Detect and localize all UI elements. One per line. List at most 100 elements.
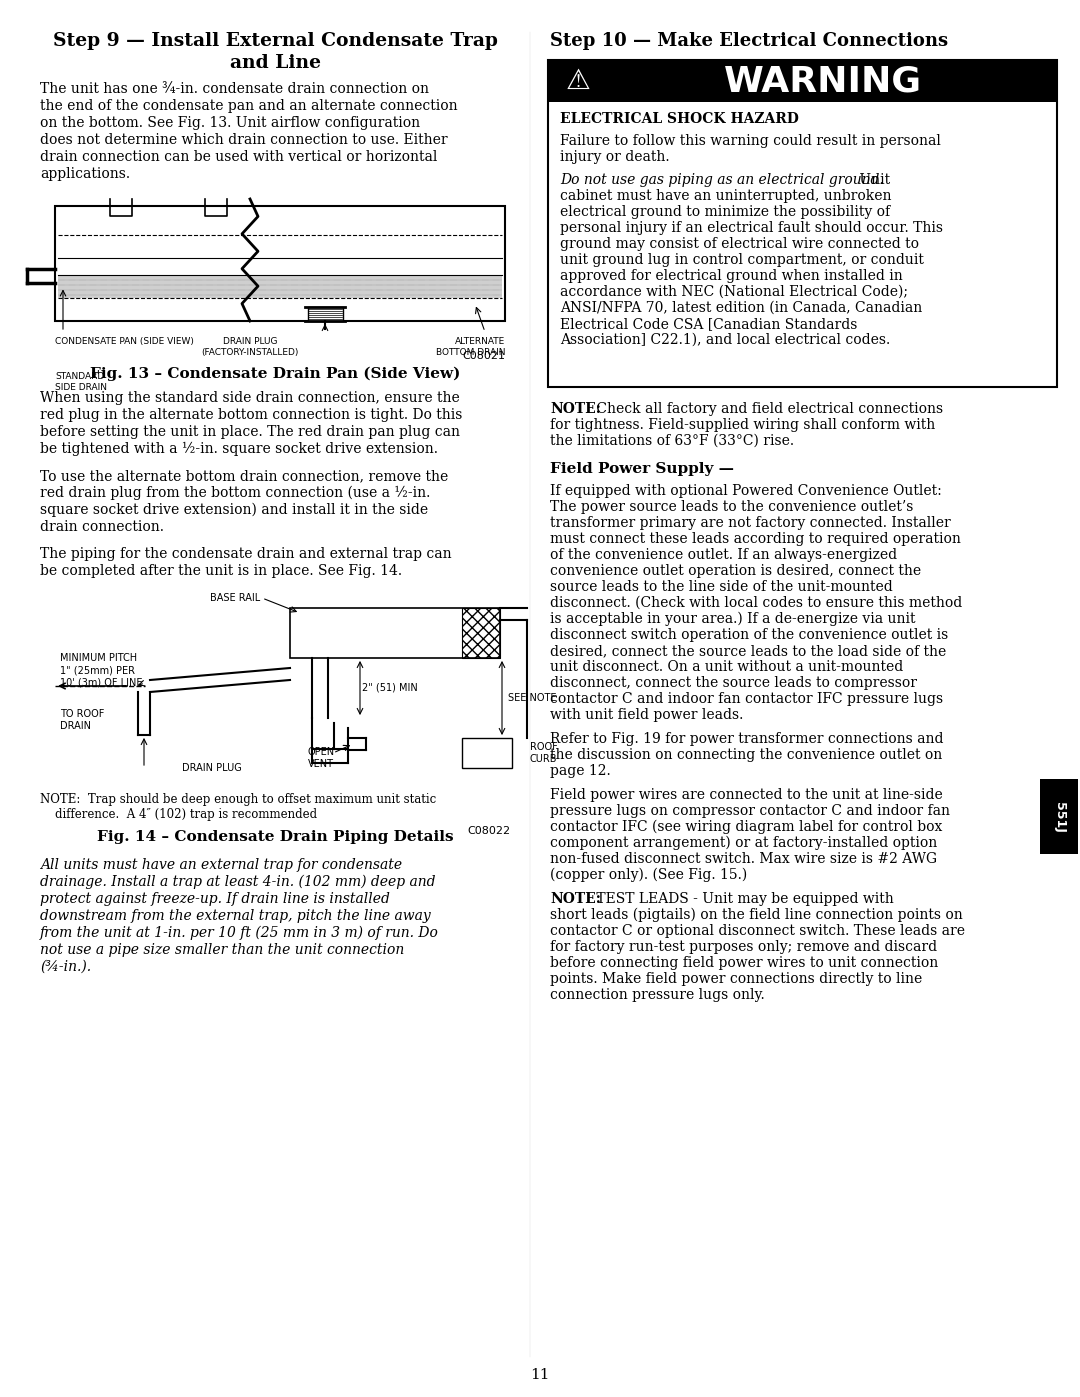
Text: pressure lugs on compressor contactor C and indoor fan: pressure lugs on compressor contactor C … [550, 805, 950, 819]
Bar [1040, 780, 1078, 854]
Text: the end of the condensate pan and an alternate connection: the end of the condensate pan and an alt… [40, 99, 458, 113]
Text: downstream from the external trap, pitch the line away: downstream from the external trap, pitch… [40, 909, 431, 923]
Text: disconnect, connect the source leads to compressor: disconnect, connect the source leads to … [550, 676, 917, 690]
Text: Unit: Unit [855, 173, 890, 187]
Text: To use the alternate bottom drain connection, remove the: To use the alternate bottom drain connec… [40, 469, 448, 483]
Bar [58, 275, 502, 298]
Text: OPEN
VENT: OPEN VENT [308, 747, 335, 770]
Text: be tightened with a ½-in. square socket drive extension.: be tightened with a ½-in. square socket … [40, 441, 438, 457]
Text: protect against freeze-up. If drain line is installed: protect against freeze-up. If drain line… [40, 893, 390, 907]
Text: TEST LEADS - Unit may be equipped with: TEST LEADS - Unit may be equipped with [592, 893, 894, 907]
Text: injury or death.: injury or death. [561, 151, 670, 165]
Text: on the bottom. See Fig. 13. Unit airflow configuration: on the bottom. See Fig. 13. Unit airflow… [40, 116, 420, 130]
Text: difference.  A 4″ (102) trap is recommended: difference. A 4″ (102) trap is recommend… [55, 807, 318, 821]
Bar [308, 307, 343, 321]
Text: C08022: C08022 [467, 826, 510, 835]
Text: (copper only). (See Fig. 15.): (copper only). (See Fig. 15.) [550, 868, 747, 883]
Text: 2" (51) MIN: 2" (51) MIN [362, 683, 418, 693]
Text: 11: 11 [530, 1368, 550, 1382]
Text: contactor C and indoor fan contactor IFC pressure lugs: contactor C and indoor fan contactor IFC… [550, 692, 943, 705]
Bar [548, 60, 1057, 102]
Text: page 12.: page 12. [550, 764, 611, 778]
Text: Fig. 14 – Condensate Drain Piping Details: Fig. 14 – Condensate Drain Piping Detail… [97, 830, 454, 844]
Text: (¾-in.).: (¾-in.). [40, 960, 91, 974]
Text: All units must have an external trap for condensate: All units must have an external trap for… [40, 858, 402, 872]
Text: source leads to the line side of the unit-mounted: source leads to the line side of the uni… [550, 580, 893, 594]
Text: electrical ground to minimize the possibility of: electrical ground to minimize the possib… [561, 205, 890, 219]
Text: must connect these leads according to required operation: must connect these leads according to re… [550, 532, 961, 546]
Text: the limitations of 63°F (33°C) rise.: the limitations of 63°F (33°C) rise. [550, 434, 794, 448]
Text: personal injury if an electrical fault should occur. This: personal injury if an electrical fault s… [561, 221, 943, 235]
Text: Electrical Code CSA [Canadian Standards: Electrical Code CSA [Canadian Standards [561, 317, 858, 331]
Text: Do not use gas piping as an electrical ground.: Do not use gas piping as an electrical g… [561, 173, 883, 187]
Text: contactor C or optional disconnect switch. These leads are: contactor C or optional disconnect switc… [550, 923, 966, 937]
Text: non-fused disconnect switch. Max wire size is #2 AWG: non-fused disconnect switch. Max wire si… [550, 852, 937, 866]
Text: BASE RAIL: BASE RAIL [210, 592, 260, 604]
Text: with unit field power leads.: with unit field power leads. [550, 708, 743, 722]
Text: drain connection can be used with vertical or horizontal: drain connection can be used with vertic… [40, 149, 437, 163]
Text: for tightness. Field-supplied wiring shall conform with: for tightness. Field-supplied wiring sha… [550, 418, 935, 432]
Text: disconnect switch operation of the convenience outlet is: disconnect switch operation of the conve… [550, 629, 948, 643]
Text: WARNING: WARNING [724, 64, 921, 98]
Text: ELECTRICAL SHOCK HAZARD: ELECTRICAL SHOCK HAZARD [561, 112, 799, 126]
Bar [462, 608, 500, 658]
Text: Step 10 — Make Electrical Connections: Step 10 — Make Electrical Connections [550, 32, 948, 50]
Text: The piping for the condensate drain and external trap can: The piping for the condensate drain and … [40, 548, 451, 562]
Text: Failure to follow this warning could result in personal: Failure to follow this warning could res… [561, 134, 941, 148]
Text: does not determine which drain connection to use. Either: does not determine which drain connectio… [40, 133, 447, 147]
Text: drainage. Install a trap at least 4-in. (102 mm) deep and: drainage. Install a trap at least 4-in. … [40, 875, 435, 890]
Text: of the convenience outlet. If an always-energized: of the convenience outlet. If an always-… [550, 548, 897, 562]
Text: desired, connect the source leads to the load side of the: desired, connect the source leads to the… [550, 644, 946, 658]
Text: disconnect. (Check with local codes to ensure this method: disconnect. (Check with local codes to e… [550, 597, 962, 610]
Bar [291, 608, 500, 658]
Text: before setting the unit in place. The red drain pan plug can: before setting the unit in place. The re… [40, 425, 460, 439]
Text: Step 9 — Install External Condensate Trap: Step 9 — Install External Condensate Tra… [53, 32, 498, 50]
Text: transformer primary are not factory connected. Installer: transformer primary are not factory conn… [550, 515, 950, 529]
Text: red drain plug from the bottom connection (use a ½-in.: red drain plug from the bottom connectio… [40, 486, 430, 500]
Text: cabinet must have an uninterrupted, unbroken: cabinet must have an uninterrupted, unbr… [561, 189, 891, 203]
Text: unit disconnect. On a unit without a unit-mounted: unit disconnect. On a unit without a uni… [550, 659, 903, 673]
Text: Refer to Fig. 19 for power transformer connections and: Refer to Fig. 19 for power transformer c… [550, 732, 944, 746]
Text: Association] C22.1), and local electrical codes.: Association] C22.1), and local electrica… [561, 332, 890, 346]
Text: ROOF
CURB: ROOF CURB [530, 742, 557, 764]
Text: from the unit at 1-in. per 10 ft (25 mm in 3 m) of run. Do: from the unit at 1-in. per 10 ft (25 mm … [40, 926, 438, 940]
Text: The power source leads to the convenience outlet’s: The power source leads to the convenienc… [550, 500, 914, 514]
Bar [55, 205, 505, 321]
Text: connection pressure lugs only.: connection pressure lugs only. [550, 988, 765, 1002]
Text: Field power wires are connected to the unit at line-side: Field power wires are connected to the u… [550, 788, 943, 802]
Text: Check all factory and field electrical connections: Check all factory and field electrical c… [592, 402, 943, 416]
Text: is acceptable in your area.) If a de-energize via unit: is acceptable in your area.) If a de-ene… [550, 612, 916, 626]
Text: accordance with NEC (National Electrical Code);: accordance with NEC (National Electrical… [561, 285, 908, 299]
Text: Field Power Supply —: Field Power Supply — [550, 462, 734, 476]
Text: red plug in the alternate bottom connection is tight. Do this: red plug in the alternate bottom connect… [40, 408, 462, 422]
Text: convenience outlet operation is desired, connect the: convenience outlet operation is desired,… [550, 564, 921, 578]
Text: Fig. 13 – Condensate Drain Pan (Side View): Fig. 13 – Condensate Drain Pan (Side Vie… [90, 367, 460, 381]
Text: component arrangement) or at factory-installed option: component arrangement) or at factory-ins… [550, 835, 937, 851]
Text: drain connection.: drain connection. [40, 520, 164, 534]
Text: points. Make field power connections directly to line: points. Make field power connections dir… [550, 972, 922, 986]
Text: SEE NOTE: SEE NOTE [508, 693, 556, 703]
Text: square socket drive extension) and install it in the side: square socket drive extension) and insta… [40, 503, 428, 517]
Text: ground may consist of electrical wire connected to: ground may consist of electrical wire co… [561, 237, 919, 251]
Text: 551J: 551J [1053, 802, 1066, 833]
Text: ⚠: ⚠ [566, 67, 591, 95]
Text: before connecting field power wires to unit connection: before connecting field power wires to u… [550, 956, 939, 970]
Text: DRAIN PLUG: DRAIN PLUG [181, 763, 241, 773]
Text: STANDARD
SIDE DRAIN: STANDARD SIDE DRAIN [55, 372, 107, 393]
Bar [462, 738, 512, 768]
Text: the discussion on connecting the convenience outlet on: the discussion on connecting the conveni… [550, 747, 942, 761]
Text: NOTE:: NOTE: [550, 893, 600, 907]
Text: When using the standard side drain connection, ensure the: When using the standard side drain conne… [40, 391, 460, 405]
Text: DRAIN PLUG
(FACTORY-INSTALLED): DRAIN PLUG (FACTORY-INSTALLED) [201, 337, 299, 358]
Text: C08021: C08021 [462, 351, 505, 360]
Text: If equipped with optional Powered Convenience Outlet:: If equipped with optional Powered Conven… [550, 483, 942, 497]
Text: TO ROOF
DRAIN: TO ROOF DRAIN [60, 708, 105, 731]
Text: and Line: and Line [229, 54, 321, 73]
Text: unit ground lug in control compartment, or conduit: unit ground lug in control compartment, … [561, 253, 923, 267]
Text: be completed after the unit is in place. See Fig. 14.: be completed after the unit is in place.… [40, 564, 402, 578]
Text: NOTE:: NOTE: [550, 402, 600, 416]
Text: applications.: applications. [40, 168, 130, 182]
Text: MINIMUM PITCH
1" (25mm) PER
10' (3m) OF LINE: MINIMUM PITCH 1" (25mm) PER 10' (3m) OF … [60, 652, 143, 687]
Text: CONDENSATE PAN (SIDE VIEW): CONDENSATE PAN (SIDE VIEW) [55, 337, 194, 346]
Text: ALTERNATE
BOTTOM DRAIN: ALTERNATE BOTTOM DRAIN [435, 337, 505, 358]
